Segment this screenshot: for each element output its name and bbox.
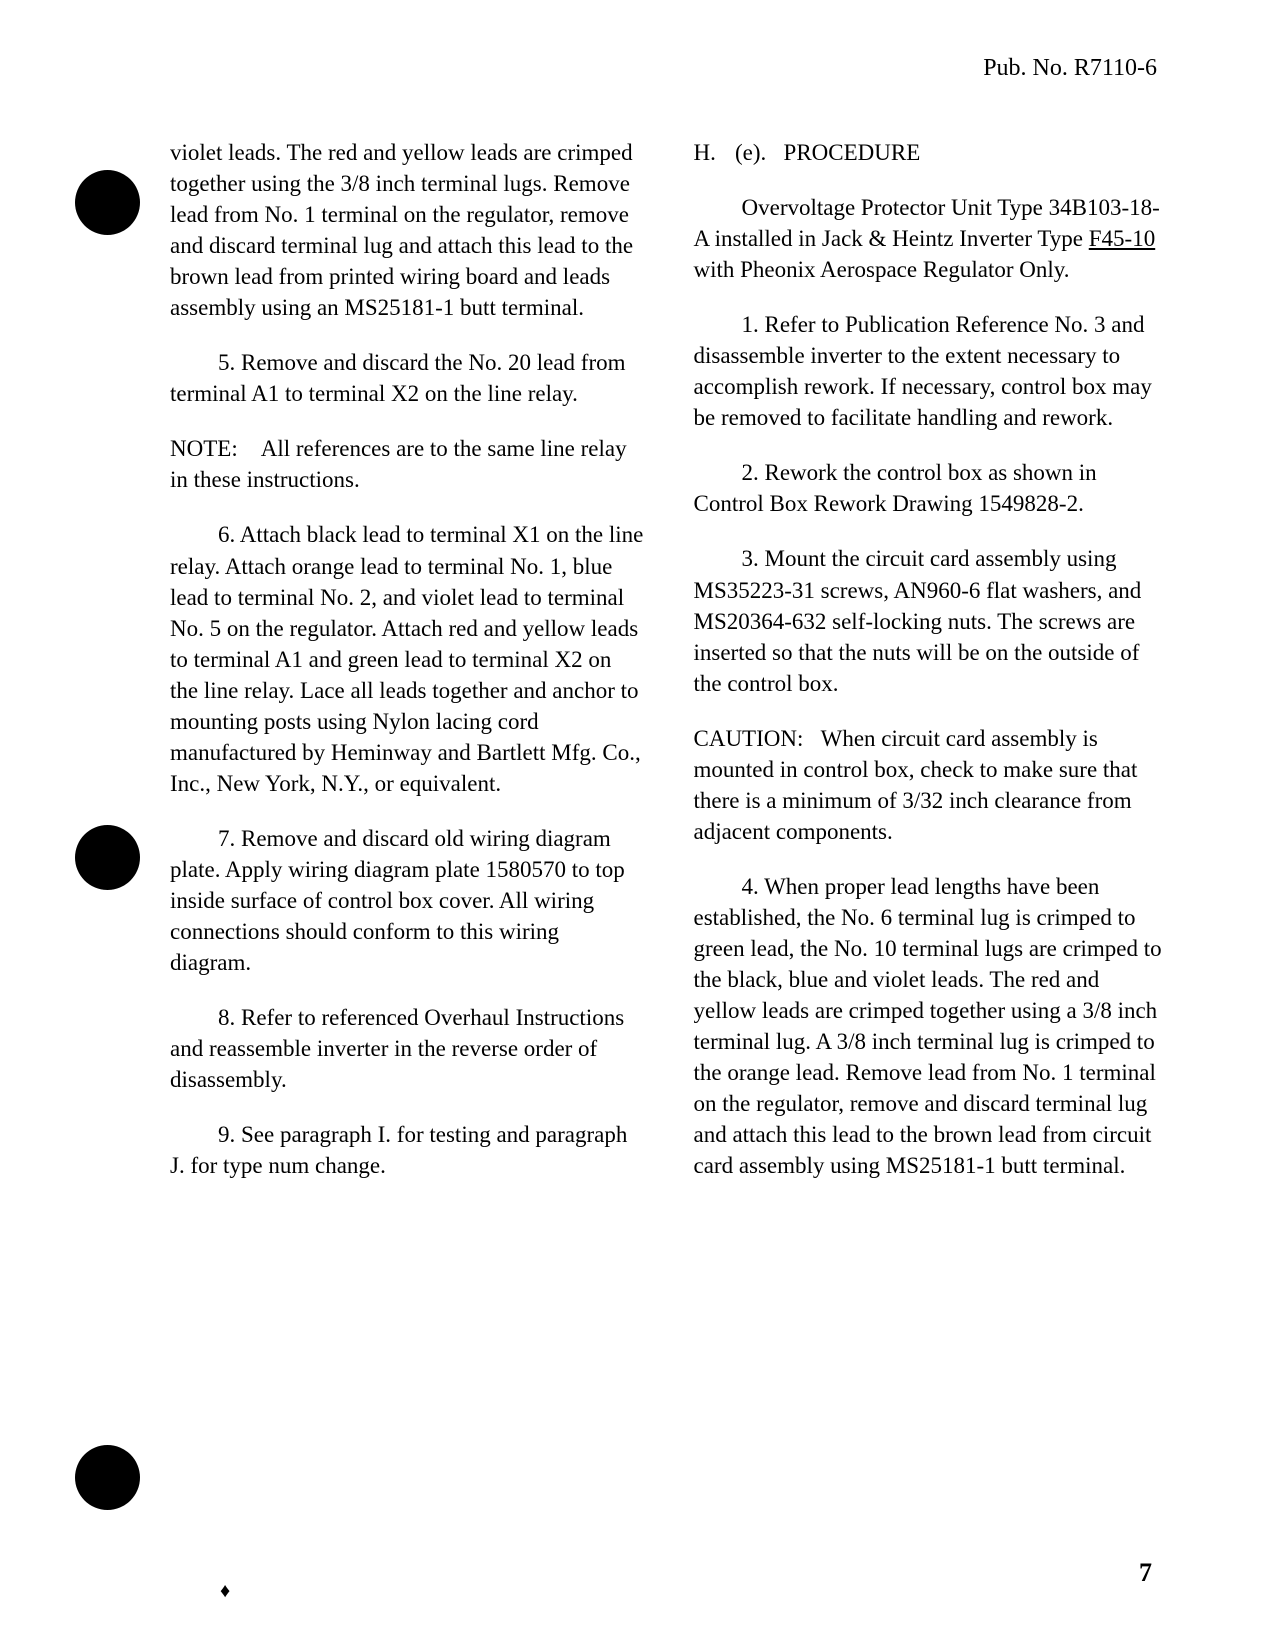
small-mark: ♦	[220, 1580, 230, 1603]
section-title: PROCEDURE	[784, 140, 921, 165]
hole-punch-mark-bottom	[75, 1445, 140, 1510]
section-letter-e: (e).	[735, 140, 766, 165]
right-para-1b: with Pheonix Aerospace Regulator Only.	[694, 257, 1070, 282]
left-para-2: 5. Remove and discard the No. 20 lead fr…	[170, 347, 644, 409]
section-heading: H. (e). PROCEDURE	[694, 137, 1168, 168]
right-para-2: 1. Refer to Publication Reference No. 3 …	[694, 309, 1168, 433]
right-para-5-caution: CAUTION: When circuit card assembly is m…	[694, 723, 1168, 847]
right-para-1: Overvoltage Protector Unit Type 34B103-1…	[694, 192, 1168, 285]
hole-punch-mark-middle	[75, 825, 140, 890]
publication-number: Pub. No. R7110-6	[90, 55, 1187, 82]
page-number: 7	[1139, 1558, 1152, 1588]
left-para-1: violet leads. The red and yellow leads a…	[170, 137, 644, 323]
left-para-7: 9. See paragraph I. for testing and para…	[170, 1119, 644, 1181]
caution-label: CAUTION:	[694, 726, 804, 751]
note-text: All references are to the same line rela…	[170, 436, 627, 492]
right-para-1u: F45-10	[1089, 226, 1155, 251]
right-para-3: 2. Rework the control box as shown in Co…	[694, 457, 1168, 519]
section-letter-h: H.	[694, 137, 724, 168]
left-para-6: 8. Refer to referenced Overhaul Instruct…	[170, 1002, 644, 1095]
left-para-5: 7. Remove and discard old wiring diagram…	[170, 823, 644, 978]
hole-punch-mark-top	[75, 170, 140, 235]
note-label: NOTE:	[170, 436, 238, 461]
right-para-4: 3. Mount the circuit card assembly using…	[694, 543, 1168, 698]
document-columns: violet leads. The red and yellow leads a…	[90, 137, 1187, 1205]
left-para-4: 6. Attach black lead to terminal X1 on t…	[170, 519, 644, 798]
right-column: H. (e). PROCEDURE Overvoltage Protector …	[694, 137, 1188, 1205]
left-column: violet leads. The red and yellow leads a…	[90, 137, 644, 1205]
right-para-6: 4. When proper lead lengths have been es…	[694, 871, 1168, 1181]
left-para-3-note: NOTE: All references are to the same lin…	[170, 433, 644, 495]
